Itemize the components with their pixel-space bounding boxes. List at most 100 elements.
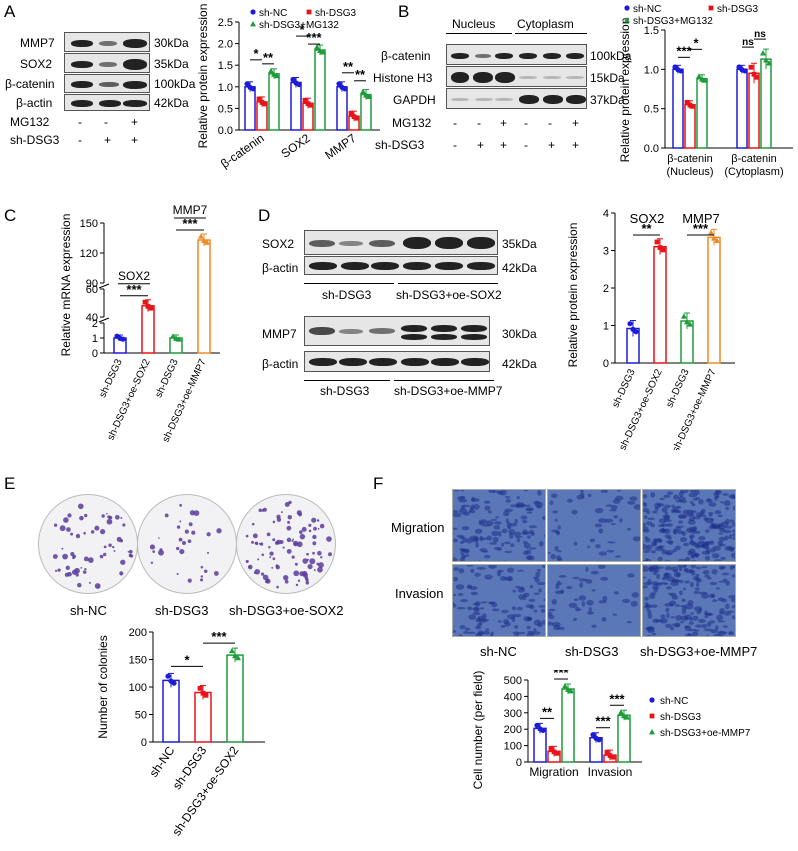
cell-blob — [685, 556, 691, 561]
cell-blob — [694, 544, 701, 549]
colony-dot — [83, 556, 89, 562]
cell-blob — [453, 603, 457, 608]
panel-e-label: E — [4, 474, 16, 493]
cell-blob — [659, 497, 666, 501]
colony-dot — [66, 527, 71, 532]
colony-dot — [159, 548, 163, 552]
colony-dot — [184, 529, 189, 534]
colony-dot — [67, 513, 72, 518]
data-point — [708, 229, 714, 235]
colony-dot — [260, 572, 265, 576]
bar — [244, 86, 256, 131]
colony-dot — [268, 546, 271, 549]
colony-dot — [299, 571, 305, 577]
colony-dot — [306, 552, 309, 556]
y-tick-label: 100 — [129, 682, 147, 694]
x-tick-label: sh-NC — [146, 743, 177, 779]
cell-blob — [468, 614, 477, 620]
data-point — [173, 335, 179, 341]
cell-blob — [471, 496, 475, 503]
data-point — [336, 81, 342, 87]
cell-blob — [677, 558, 687, 561]
colony-dot — [200, 565, 204, 569]
cell-blob — [474, 528, 483, 534]
colony-dot — [203, 569, 208, 574]
cell-blob — [556, 555, 562, 561]
cell-blob — [505, 499, 512, 503]
y-axis-label: Relative protein expression — [196, 4, 210, 149]
transwell-col-label: sh-DSG3+oe-MMP7 — [640, 644, 758, 659]
significance-label: *** — [306, 30, 322, 45]
colony-dot — [298, 512, 303, 517]
cell-blob — [500, 624, 506, 628]
cell-blob — [609, 508, 617, 512]
cell-blob — [679, 499, 688, 504]
cell-blob — [469, 586, 478, 591]
blot-a-shdsg3-sign: - — [78, 133, 82, 147]
cell-blob — [525, 504, 531, 507]
colony-dot — [67, 571, 72, 577]
cell-blob — [488, 602, 493, 605]
data-point — [262, 101, 268, 107]
y-tick-label: 2 — [603, 283, 609, 295]
colony-dish-sh-dsg3 — [137, 494, 237, 594]
cell-blob — [523, 550, 528, 555]
colony-dot — [266, 532, 271, 537]
colony-dot — [103, 552, 107, 557]
cell-blob — [488, 490, 496, 494]
colony-dot — [52, 554, 58, 559]
cell-blob — [731, 533, 735, 537]
cell-blob — [629, 496, 638, 501]
cell-blob — [688, 517, 695, 522]
cell-blob — [702, 570, 710, 575]
data-point — [554, 750, 560, 756]
cell-blob — [671, 504, 675, 507]
y-tick-label: 90 — [86, 278, 98, 290]
data-point — [232, 652, 238, 659]
cell-blob — [684, 603, 694, 610]
cell-blob — [581, 601, 586, 607]
colony-dot — [88, 581, 91, 584]
data-point — [235, 654, 241, 661]
group-label: MMP7 — [682, 211, 720, 226]
cell-blob — [670, 581, 680, 587]
colony-dot — [286, 525, 292, 531]
significance-label: * — [184, 652, 190, 667]
cell-blob — [633, 504, 640, 510]
cell-blob — [505, 518, 509, 524]
colony-dot — [70, 552, 75, 557]
colony-dot — [257, 558, 260, 561]
cell-blob — [482, 618, 489, 622]
colony-dot — [258, 508, 263, 513]
colony-dot — [261, 553, 265, 557]
data-point — [714, 237, 720, 243]
y-tick-label: 2.5 — [218, 17, 233, 29]
colony-dot — [301, 526, 307, 532]
x-tick-label: Invasion — [588, 765, 633, 779]
cell-blob — [690, 551, 697, 558]
cell-blob — [462, 537, 468, 543]
blot-a-strip-sox2 — [64, 53, 150, 73]
cell-blob — [576, 608, 582, 611]
cell-blob — [731, 521, 735, 527]
cell-blob — [587, 493, 592, 498]
colony-dot — [309, 558, 316, 565]
colony-dot — [149, 544, 156, 550]
x-tick-label: β-catenin — [667, 153, 712, 165]
data-point — [244, 81, 250, 87]
transwell-row-label: Invasion — [395, 586, 444, 601]
cell-blob — [677, 530, 684, 535]
cell-blob — [692, 497, 698, 501]
legend-marker — [708, 5, 714, 11]
blot-d1-group-label: sh-DSG3 — [322, 288, 372, 302]
cell-blob — [542, 515, 545, 520]
cell-blob — [591, 624, 597, 628]
cell-blob — [523, 490, 529, 492]
significance-label: *** — [693, 221, 709, 236]
cell-blob — [469, 535, 479, 540]
transwell-image — [547, 564, 641, 637]
chart-f: 0 100 200 300 400 500 Cell number (per field) *… — [471, 670, 751, 789]
colony-dot — [80, 566, 83, 569]
colony-dot — [276, 585, 279, 589]
cell-blob — [613, 515, 619, 519]
